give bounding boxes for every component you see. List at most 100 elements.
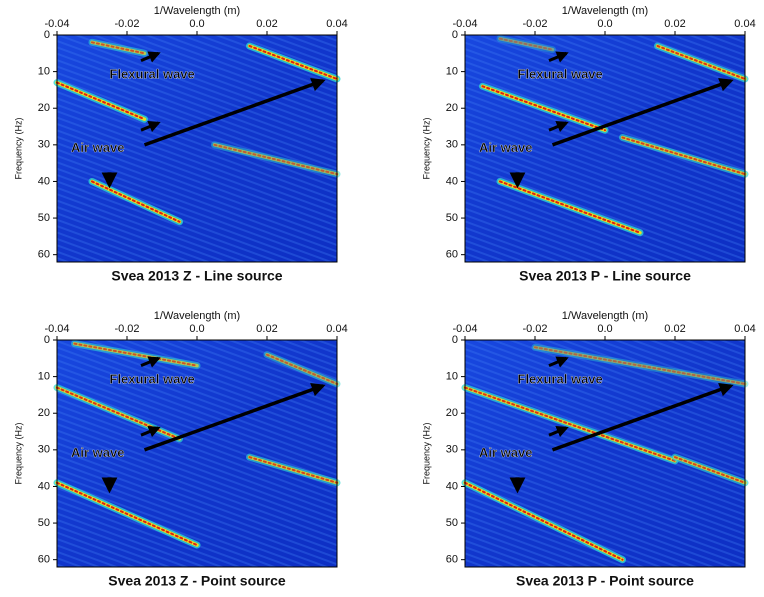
x-tick-label: -0.04 [452,323,477,335]
y-tick-label: 0 [44,29,50,41]
y-tick-label: 50 [38,517,50,529]
heatmap-texture [57,340,337,567]
panel: -0.04 -0.02 0.0 0.02 0.04 0 10 20 30 40 50 60 1/Wave… [421,5,755,284]
energy-streak [498,36,555,52]
arrow [143,382,326,452]
energy-streak [499,180,641,234]
energy-streak [56,81,146,121]
y-axis-label: Frequency (Hz) [421,422,431,484]
y-tick-label: 30 [446,139,458,151]
energy-streak [499,37,554,51]
panel-title: Svea 2013 Z - Line source [111,268,282,284]
y-tick-label: 20 [38,102,50,114]
annotation: Flexural wave [518,372,603,387]
y-tick-label: 40 [446,175,458,187]
y-tick-label: 10 [446,371,458,383]
energy-streak [248,44,338,80]
panel: -0.04 -0.02 0.0 0.02 0.04 0 10 20 30 40 50 60 1/Wave… [13,5,347,284]
x-axis-label: 1/Wavelength (m) [154,5,240,17]
x-tick-label: 0.0 [597,18,612,30]
panel-title: Svea 2013 P - Line source [519,268,691,284]
energy-streak [56,481,198,547]
energy-streak [266,353,338,385]
energy-streak [213,143,338,176]
y-tick-label: 30 [446,444,458,456]
x-tick-label: -0.02 [114,323,139,335]
y-tick-label: 10 [38,371,50,383]
x-tick-label: 0.0 [189,323,204,335]
y-tick-label: 20 [38,407,50,419]
heatmap-texture [465,340,745,567]
arrow [551,382,734,452]
y-tick-label: 40 [446,480,458,492]
arrow [140,51,161,63]
annotation: Air wave [71,140,124,155]
energy-streak [464,481,624,561]
energy-streak [464,386,676,462]
x-tick-label: 0.04 [326,323,347,335]
x-tick-label: -0.04 [44,323,69,335]
y-tick-label: 20 [446,102,458,114]
arrow [548,51,569,63]
arrow [548,426,569,438]
x-tick-label: 0.02 [664,323,685,335]
annotation: Air wave [71,445,124,460]
y-tick-label: 50 [38,212,50,224]
x-tick-label: -0.04 [44,18,69,30]
y-tick-label: 0 [44,334,50,346]
y-tick-label: 0 [452,334,458,346]
y-axis-label: Frequency (Hz) [421,117,431,179]
y-tick-label: 60 [446,249,458,261]
arrow [140,426,161,438]
annotation: Flexural wave [110,67,195,82]
arrow [548,121,569,133]
y-tick-label: 10 [446,66,458,78]
x-tick-label: 0.0 [189,18,204,30]
energy-streak [656,44,746,80]
x-tick-label: 0.02 [256,18,277,30]
y-tick-label: 30 [38,139,50,151]
y-tick-label: 40 [38,480,50,492]
x-tick-label: -0.02 [522,323,547,335]
energy-streak [481,85,606,132]
y-tick-label: 50 [446,212,458,224]
arrow [551,77,734,147]
heatmap-texture [57,35,337,262]
energy-streak [621,136,746,176]
panel: -0.04 -0.02 0.0 0.02 0.04 0 10 20 30 40 50 60 1/Wave… [421,310,755,589]
x-axis-label: 1/Wavelength (m) [154,310,240,322]
energy-streak [73,342,198,367]
x-tick-label: 0.04 [734,323,755,335]
y-axis-label: Frequency (Hz) [13,422,23,484]
arrow [548,356,569,368]
annotation: Flexural wave [518,67,603,82]
x-axis-label: 1/Wavelength (m) [562,310,648,322]
annotation: Air wave [479,140,532,155]
x-tick-label: 0.04 [734,18,755,30]
arrow [140,121,161,133]
y-tick-label: 0 [452,29,458,41]
y-axis-label: Frequency (Hz) [13,117,23,179]
energy-streak [496,35,556,54]
arrow [140,356,161,368]
energy-streak [248,456,338,484]
arrow [143,77,326,147]
energy-streak [534,346,746,385]
heatmap-texture [465,35,745,262]
energy-streak [91,41,146,55]
x-tick-label: -0.04 [452,18,477,30]
x-axis-label: 1/Wavelength (m) [562,5,648,17]
y-tick-label: 30 [38,444,50,456]
x-tick-label: -0.02 [522,18,547,30]
energy-streak [674,456,746,484]
x-tick-label: 0.04 [326,18,347,30]
y-tick-label: 60 [446,554,458,566]
y-tick-label: 50 [446,517,458,529]
panel: -0.04 -0.02 0.0 0.02 0.04 0 10 20 30 40 50 60 1/Wave… [13,310,347,589]
panel-title: Svea 2013 P - Point source [516,573,694,589]
panel-title: Svea 2013 Z - Point source [108,573,286,589]
annotation: Flexural wave [110,372,195,387]
annotation: Air wave [479,445,532,460]
x-tick-label: 0.0 [597,323,612,335]
